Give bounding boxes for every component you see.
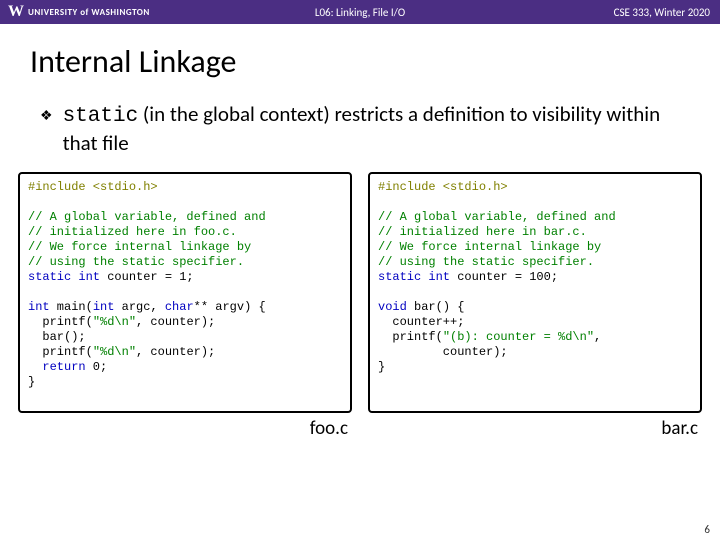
bar-include: #include <stdio.h>: [378, 180, 508, 194]
foo-ret-rest: 0;: [86, 360, 108, 374]
filename-bar: bar.c: [368, 417, 702, 440]
bar-close: }: [378, 360, 385, 374]
uw-w: W: [8, 3, 24, 21]
bar-rest: bar() {: [407, 300, 465, 314]
uw-name: UNIVERSITY of WASHINGTON: [28, 7, 150, 18]
foo-c2: // initialized here in foo.c.: [28, 225, 237, 239]
foo-include: #include <stdio.h>: [28, 180, 158, 194]
code-box-foo: #include <stdio.h> // A global variable,…: [18, 172, 352, 413]
foo-decl-kw: static int: [28, 270, 100, 284]
filenames-row: foo.c bar.c: [0, 413, 720, 440]
foo-p2s: "%d\n": [93, 345, 136, 359]
foo-decl-rest: counter = 1;: [100, 270, 194, 284]
lecture-label: L06: Linking, File I/O: [315, 6, 405, 19]
bar-c4: // using the static specifier.: [378, 255, 594, 269]
bar-p1c: counter);: [378, 345, 508, 359]
foo-p1a: printf(: [28, 315, 93, 329]
foo-c3: // We force internal linkage by: [28, 240, 251, 254]
filename-foo: foo.c: [18, 417, 352, 440]
bar-inc: counter++;: [378, 315, 464, 329]
bar-decl-kw: static int: [378, 270, 450, 284]
code-word-static: static: [63, 105, 139, 128]
foo-barcall: bar();: [28, 330, 86, 344]
foo-ret-kw: return: [28, 360, 86, 374]
uw-logo: W UNIVERSITY of WASHINGTON: [0, 3, 150, 21]
code-box-bar: #include <stdio.h> // A global variable,…: [368, 172, 702, 413]
bar-c1: // A global variable, defined and: [378, 210, 616, 224]
paragraph-text: static (in the global context) restricts…: [63, 101, 690, 158]
foo-p1s: "%d\n": [93, 315, 136, 329]
bullet-icon: ❖: [40, 101, 53, 125]
foo-p1b: , counter);: [136, 315, 215, 329]
body-paragraph: ❖ static (in the global context) restric…: [0, 91, 720, 158]
foo-p2a: printf(: [28, 345, 93, 359]
foo-main-kw2: int: [93, 300, 115, 314]
foo-main-mid: main(: [50, 300, 93, 314]
foo-close: }: [28, 375, 35, 389]
code-boxes: #include <stdio.h> // A global variable,…: [0, 158, 720, 413]
bar-decl-rest: counter = 100;: [450, 270, 558, 284]
bar-p1s: "(b): counter = %d\n": [443, 330, 594, 344]
slide-header: W UNIVERSITY of WASHINGTON L06: Linking,…: [0, 0, 720, 24]
foo-main-kw3: char: [165, 300, 194, 314]
course-label: CSE 333, Winter 2020: [614, 6, 710, 19]
paragraph-rest: (in the global context) restricts a defi…: [63, 101, 661, 156]
foo-main-mid2: argc,: [114, 300, 164, 314]
slide-title: Internal Linkage: [0, 24, 720, 91]
slide-number: 6: [704, 523, 710, 536]
foo-c1: // A global variable, defined and: [28, 210, 266, 224]
bar-p1b: ,: [594, 330, 601, 344]
foo-p2b: , counter);: [136, 345, 215, 359]
bar-c3: // We force internal linkage by: [378, 240, 601, 254]
bar-c2: // initialized here in bar.c.: [378, 225, 587, 239]
bar-p1a: printf(: [378, 330, 443, 344]
foo-main-kw1: int: [28, 300, 50, 314]
foo-c4: // using the static specifier.: [28, 255, 244, 269]
foo-main-end: ** argv) {: [194, 300, 266, 314]
bar-kw: void: [378, 300, 407, 314]
